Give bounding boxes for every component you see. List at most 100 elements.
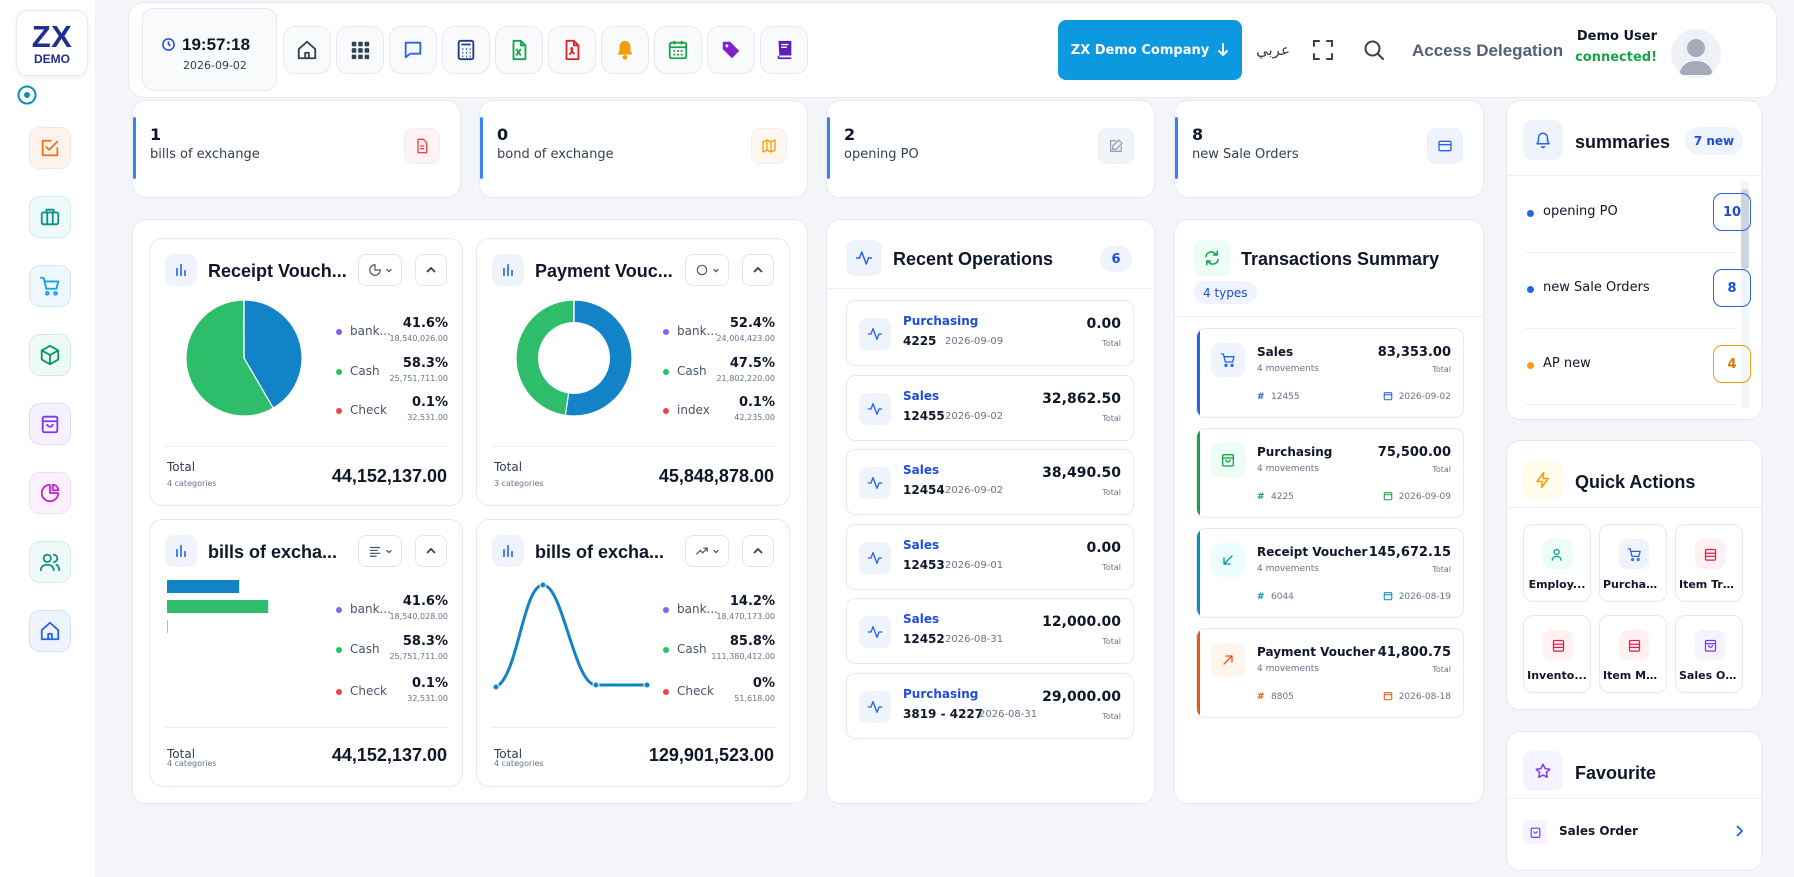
- apps-button[interactable]: [336, 26, 384, 74]
- rail-toggle-icon[interactable]: [16, 84, 38, 106]
- notifications-button[interactable]: [601, 26, 649, 74]
- tags-button[interactable]: [707, 26, 755, 74]
- operation-number: 12455: [903, 408, 945, 423]
- user-status: connected!: [1575, 50, 1657, 65]
- pdf-button[interactable]: [548, 26, 596, 74]
- company-selector[interactable]: ZX Demo Company: [1058, 20, 1242, 80]
- stat-card-opening-po[interactable]: 2 opening PO: [826, 100, 1155, 198]
- collapse-button[interactable]: [415, 254, 447, 286]
- search-icon[interactable]: [1362, 38, 1386, 62]
- stat-card-bond[interactable]: 0 bond of exchange: [479, 100, 808, 198]
- operation-item[interactable]: Purchasing 3819 - 4227 2026-08-31 29,000.00…: [846, 672, 1134, 739]
- chart-type-select[interactable]: [358, 254, 402, 286]
- quick-action[interactable]: Sales Or...: [1675, 615, 1743, 693]
- operation-type: Sales: [903, 612, 940, 626]
- rail-bag-button[interactable]: [29, 403, 71, 445]
- legend-amount: 18,470,173.00: [716, 612, 775, 621]
- operation-item[interactable]: Sales 12453 2026-09-01 0.00 Total: [846, 523, 1134, 590]
- legend-name: Cash: [677, 364, 707, 378]
- transaction-ref: 6044: [1271, 592, 1294, 602]
- stat-card-sale-orders[interactable]: 8 new Sale Orders: [1174, 100, 1484, 198]
- pie-slice[interactable]: [243, 299, 303, 409]
- donut-chart: [515, 299, 633, 417]
- repeat-icon: [1194, 240, 1230, 276]
- stat-value: 8: [1192, 125, 1204, 144]
- tag-icon: [722, 41, 740, 59]
- collapse-button[interactable]: [415, 535, 447, 567]
- operation-type: Purchasing: [903, 686, 979, 701]
- fullscreen-icon[interactable]: [1311, 38, 1335, 62]
- quick-action[interactable]: Employ...: [1523, 524, 1591, 602]
- chart-type-select[interactable]: [685, 535, 729, 567]
- access-delegation-link[interactable]: Access Delegation: [1412, 41, 1564, 60]
- shopping-bag-icon: [1211, 443, 1245, 477]
- transaction-item[interactable]: Purchasing 4 movements 75,500.00 Total 4225 #…: [1196, 428, 1464, 518]
- operation-item[interactable]: Sales 12455 2026-09-02 32,862.50 Total: [846, 374, 1134, 441]
- home-icon: [40, 621, 60, 641]
- calendar-button[interactable]: [654, 26, 702, 74]
- book-button[interactable]: [760, 26, 808, 74]
- collapse-button[interactable]: [742, 254, 774, 286]
- chat-button[interactable]: [389, 26, 437, 74]
- transaction-name: Receipt Voucher: [1257, 545, 1368, 559]
- summary-item[interactable]: new Sale Orders 8: [1525, 253, 1751, 329]
- home-button[interactable]: [283, 26, 331, 74]
- rail-tasks-button[interactable]: [29, 127, 71, 169]
- rail-briefcase-button[interactable]: [29, 196, 71, 238]
- calculator-button[interactable]: [442, 26, 490, 74]
- line-point[interactable]: [592, 681, 600, 689]
- summaries-title: summaries: [1575, 132, 1671, 152]
- quick-action[interactable]: Purchas...: [1599, 524, 1667, 602]
- favourite-item[interactable]: Sales Order: [1523, 812, 1747, 852]
- operation-item[interactable]: Sales 12452 2026-08-31 12,000.00 Total: [846, 598, 1134, 664]
- chart-panel-bills-bar: bills of excha... bank... 41.6% 18,540,028…: [149, 519, 463, 787]
- stat-card-bills[interactable]: 1 bills of exchange: [132, 100, 461, 198]
- quick-actions-panel: Quick Actions Employ... Purchas... Item Tr…: [1506, 440, 1762, 710]
- chart-type-select[interactable]: [685, 254, 729, 286]
- language-switch[interactable]: عربي: [1256, 41, 1290, 59]
- line-point[interactable]: [539, 581, 547, 589]
- hash-icon: #: [1257, 392, 1265, 402]
- legend-pct: 58.3%: [402, 356, 448, 371]
- quick-action-label: Employ...: [1528, 578, 1586, 591]
- transaction-label: Total: [1432, 365, 1451, 374]
- users-icon: [1543, 539, 1573, 569]
- operation-item[interactable]: Purchasing 4225 2026-09-09 0.00 Total: [846, 300, 1134, 366]
- rail-reports-button[interactable]: [29, 472, 71, 514]
- rail-home-button[interactable]: [29, 610, 71, 652]
- total-label: Total: [167, 460, 196, 474]
- arrow-up-right-icon: [1211, 643, 1245, 677]
- line-point[interactable]: [492, 683, 500, 691]
- transaction-item[interactable]: Sales 4 movements 83,353.00 Total 12455 #2026…: [1196, 328, 1464, 418]
- operation-item[interactable]: Sales 12454 2026-09-02 38,490.50 Total: [846, 449, 1134, 515]
- home-icon: [297, 40, 317, 60]
- transaction-date: 2026-09-09: [1398, 492, 1451, 502]
- line-point[interactable]: [643, 681, 651, 689]
- bar[interactable]: [167, 580, 240, 593]
- pie-slice[interactable]: [185, 299, 275, 417]
- rail-box-button[interactable]: [29, 334, 71, 376]
- chart-type-select[interactable]: [358, 535, 402, 567]
- operation-type: Sales: [903, 388, 940, 403]
- collapse-button[interactable]: [742, 535, 774, 567]
- list-icon: [369, 546, 380, 557]
- bar[interactable]: [167, 620, 168, 633]
- avatar[interactable]: [1671, 29, 1721, 79]
- transaction-date: 2026-08-19: [1398, 592, 1451, 602]
- operation-label: Total: [1102, 637, 1121, 646]
- quick-action[interactable]: Invento...: [1523, 615, 1591, 693]
- quick-action[interactable]: Item Tra...: [1675, 524, 1743, 602]
- logo[interactable]: ZX DEMO: [16, 10, 88, 76]
- summary-item[interactable]: AP new 4: [1525, 329, 1751, 405]
- transaction-item[interactable]: Receipt Voucher 4 movements 145,672.15 Tota…: [1196, 528, 1464, 618]
- transaction-item[interactable]: Payment Voucher 4 movements 41,800.75 Total…: [1196, 628, 1464, 718]
- quick-action[interactable]: Item Ma...: [1599, 615, 1667, 693]
- excel-button[interactable]: [495, 26, 543, 74]
- rail-cart-button[interactable]: [29, 265, 71, 307]
- transaction-value: 41,800.75: [1377, 645, 1451, 660]
- hash-icon: #: [1257, 592, 1265, 602]
- bar[interactable]: [167, 600, 269, 613]
- lightning-icon: [1523, 460, 1563, 500]
- rail-users-button[interactable]: [29, 541, 71, 583]
- summary-item[interactable]: opening PO 10: [1525, 177, 1751, 253]
